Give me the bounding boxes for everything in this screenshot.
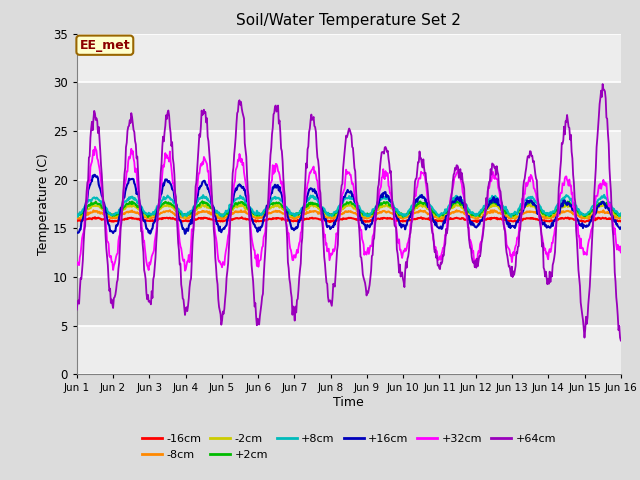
Bar	[77, 228, 621, 277]
Text: EE_met: EE_met	[79, 39, 130, 52]
Legend: -16cm, -8cm, -2cm, +2cm, +8cm, +16cm, +32cm, +64cm: -16cm, -8cm, -2cm, +2cm, +8cm, +16cm, +3…	[137, 430, 561, 464]
Title: Soil/Water Temperature Set 2: Soil/Water Temperature Set 2	[236, 13, 461, 28]
Bar	[77, 131, 621, 180]
X-axis label: Time: Time	[333, 396, 364, 409]
Bar	[77, 326, 621, 374]
Bar	[77, 34, 621, 82]
Y-axis label: Temperature (C): Temperature (C)	[37, 153, 50, 255]
